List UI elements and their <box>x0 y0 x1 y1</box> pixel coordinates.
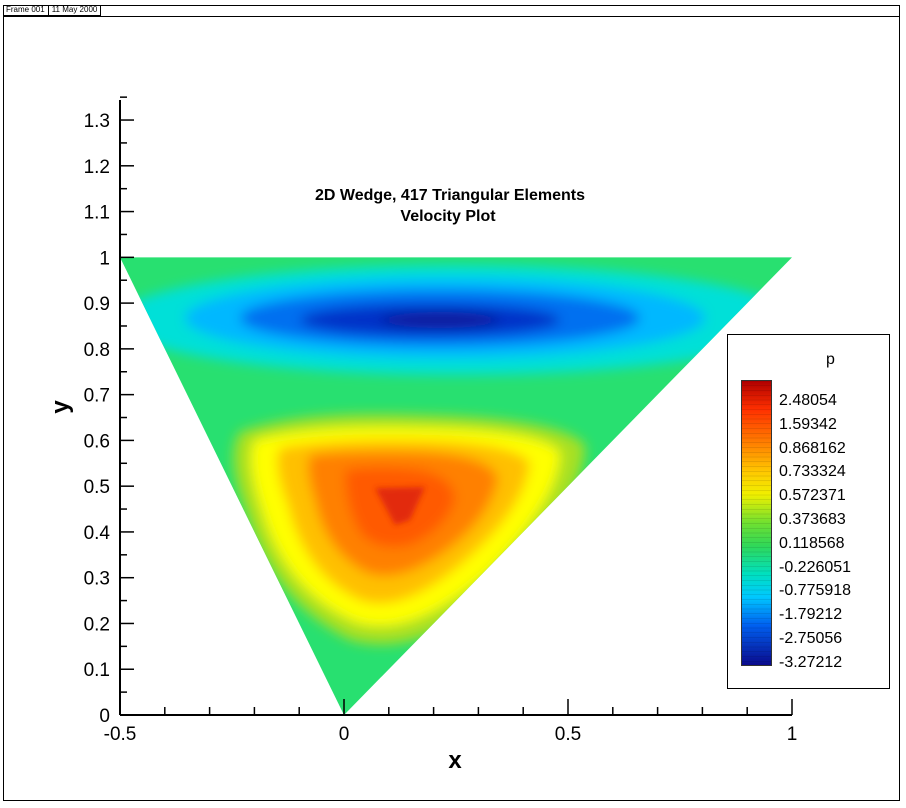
y-tick-label: 0.9 <box>84 294 110 315</box>
y-axis: 0 0.1 0.2 0.3 0.4 0.5 0.6 0.7 0.8 0.9 1 1.1 1.2 1.3 <box>84 96 134 727</box>
legend-level-label: -0.775918 <box>779 582 852 600</box>
legend-level-label: -2.75056 <box>779 630 843 647</box>
x-tick-label: 1 <box>787 724 798 745</box>
y-axis-label: y <box>47 400 74 414</box>
legend: p 2.48054 1.59342 0.868162 0.733324 0.572371… <box>727 334 890 689</box>
legend-level-label: 0.733324 <box>779 463 846 481</box>
frame-name: Frame 001 <box>3 5 49 16</box>
legend-level-label: -1.79212 <box>779 606 843 624</box>
legend-level-label: -3.27212 <box>779 653 843 671</box>
y-tick-label: 0 <box>99 706 110 727</box>
frame-header-divider <box>3 16 900 17</box>
y-tick-label: 0.4 <box>84 523 111 544</box>
legend-level-label: 0.373683 <box>779 511 846 528</box>
frame-date: 11 May 2000 <box>48 5 102 16</box>
y-tick-label: 0.3 <box>84 569 110 590</box>
legend-level-label: 0.868162 <box>779 439 846 457</box>
contour-band <box>380 312 500 328</box>
legend-level-label: 0.118568 <box>779 534 845 552</box>
legend-title: p <box>826 351 835 368</box>
y-tick-label: 0.2 <box>84 614 110 635</box>
y-tick-label: 1 <box>99 248 110 269</box>
legend-color-bar <box>741 380 772 666</box>
legend-level-label: 1.59342 <box>779 415 837 433</box>
x-tick-label: 0 <box>339 724 350 745</box>
y-tick-label: 0.6 <box>84 431 110 452</box>
legend-labels: 2.48054 1.59342 0.868162 0.733324 0.572371 0.… <box>779 392 889 671</box>
legend-color-bar-graphic <box>742 380 771 665</box>
y-tick-label: 1.2 <box>84 157 110 178</box>
x-axis-label: x <box>448 747 462 774</box>
legend-level-label: 2.48054 <box>779 392 837 409</box>
x-tick-label: 0.5 <box>555 724 581 745</box>
y-tick-label: 1.1 <box>84 203 110 224</box>
frame-header: Frame 001 11 May 2000 <box>3 5 102 16</box>
legend-level-label: 0.572371 <box>779 487 846 505</box>
x-tick-label: -0.5 <box>104 724 137 745</box>
y-tick-label: 1.3 <box>84 111 110 132</box>
contour-band <box>375 487 425 525</box>
x-axis: -0.5 0 0.5 1 <box>104 699 798 745</box>
y-tick-label: 0.8 <box>84 340 110 361</box>
y-tick-label: 0.5 <box>84 477 110 498</box>
y-tick-label: 0.7 <box>84 386 110 407</box>
y-tick-label: 0.1 <box>84 660 110 681</box>
legend-level-label: -0.226051 <box>779 558 852 576</box>
chart-subtitle: Velocity Plot <box>400 208 496 225</box>
chart-title: 2D Wedge, 417 Triangular Elements <box>315 187 585 204</box>
